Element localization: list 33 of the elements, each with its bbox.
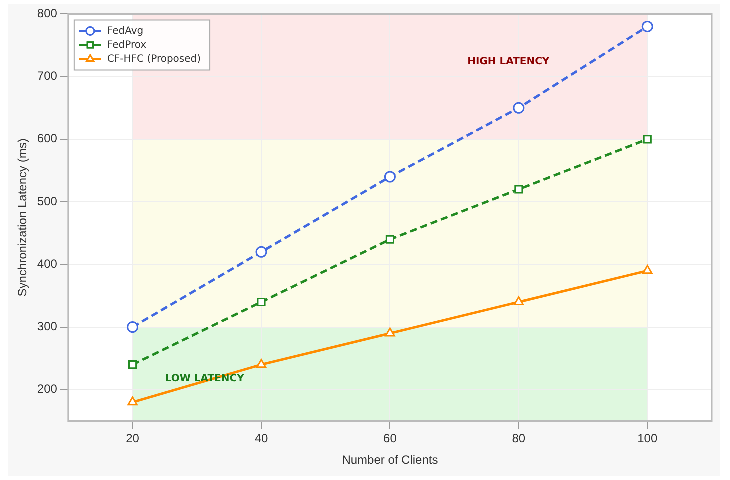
x-tick-label: 40 [254, 432, 268, 446]
x-tick-label: 100 [638, 432, 658, 446]
point [256, 246, 268, 258]
y-tick-label: 600 [37, 132, 58, 146]
point [514, 185, 524, 194]
y-tick-label: 300 [37, 320, 58, 334]
point [128, 396, 138, 406]
point [385, 328, 396, 337]
legend-label: FedProx [107, 40, 147, 51]
point [642, 20, 654, 32]
point [386, 235, 394, 244]
y-axis-title: Synchronization Latency (ms) [16, 138, 30, 297]
point [513, 102, 525, 114]
point [257, 298, 266, 307]
y-tick-label: 700 [37, 69, 58, 84]
y-tick-label: 400 [37, 256, 58, 271]
point [128, 360, 138, 370]
y-tick-label: 800 [37, 6, 58, 21]
point [127, 322, 139, 334]
x-tick-label: 60 [384, 432, 398, 446]
point [643, 135, 652, 144]
point [256, 359, 267, 368]
x-tick-label: 20 [126, 432, 140, 446]
y-tick-label: 500 [37, 194, 58, 208]
legend-label: CF-HFC (Proposed) [107, 54, 202, 65]
x-tick-label: 80 [512, 432, 526, 446]
point [642, 265, 653, 274]
point [514, 296, 524, 306]
band-label: HIGH LATENCY [468, 56, 550, 68]
legend-label: FedAvg [107, 26, 144, 37]
point [384, 171, 396, 183]
x-axis-title: Number of Clients [342, 453, 438, 468]
y-tick-label: 200 [37, 382, 58, 396]
